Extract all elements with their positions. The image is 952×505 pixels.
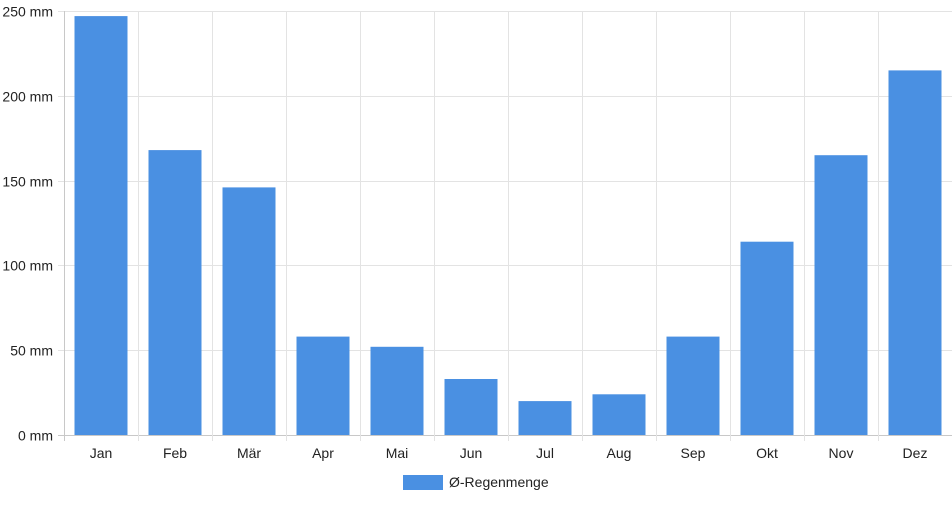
bar-jul[interactable] xyxy=(518,401,572,435)
bar-okt[interactable] xyxy=(740,241,794,435)
axis-layer: 0 mm 50 mm 100 mm 150 mm 200 mm 250 mm Jan Feb M… xyxy=(2,4,927,462)
bar-layer xyxy=(74,16,942,436)
bar-mär[interactable] xyxy=(222,187,276,435)
y-tick-label: 100 mm xyxy=(2,258,53,274)
x-tick-label: Jun xyxy=(460,445,483,461)
x-tick-label: Apr xyxy=(312,445,334,461)
y-tick-label: 150 mm xyxy=(2,174,53,190)
x-tick-label: Dez xyxy=(903,445,928,461)
x-tick-label: Jan xyxy=(90,445,113,461)
bar-aug[interactable] xyxy=(592,394,646,435)
legend-swatch xyxy=(403,475,443,490)
x-tick-label: Okt xyxy=(756,445,778,461)
bar-dez[interactable] xyxy=(888,70,942,436)
bar-apr[interactable] xyxy=(296,336,350,435)
y-tick-label: 250 mm xyxy=(2,4,53,20)
x-tick-label: Aug xyxy=(607,445,632,461)
x-tick-label: Mai xyxy=(386,445,409,461)
bar-jan[interactable] xyxy=(74,16,128,435)
y-tick-label: 50 mm xyxy=(10,343,53,359)
legend-label: Ø-Regenmenge xyxy=(449,474,549,490)
y-tick-label: 200 mm xyxy=(2,89,53,105)
bar-mai[interactable] xyxy=(370,346,424,435)
bar-jun[interactable] xyxy=(444,379,498,435)
bar-nov[interactable] xyxy=(814,155,868,435)
x-tick-label: Mär xyxy=(237,445,261,461)
y-tick-label: 0 mm xyxy=(18,428,53,444)
x-tick-label: Sep xyxy=(681,445,706,461)
x-tick-label: Feb xyxy=(163,445,187,461)
grid-layer xyxy=(58,11,952,441)
legend[interactable]: Ø-Regenmenge xyxy=(403,474,549,490)
bar-sep[interactable] xyxy=(666,336,720,435)
x-tick-label: Jul xyxy=(536,445,554,461)
bar-feb[interactable] xyxy=(148,150,202,435)
x-tick-label: Nov xyxy=(829,445,854,461)
